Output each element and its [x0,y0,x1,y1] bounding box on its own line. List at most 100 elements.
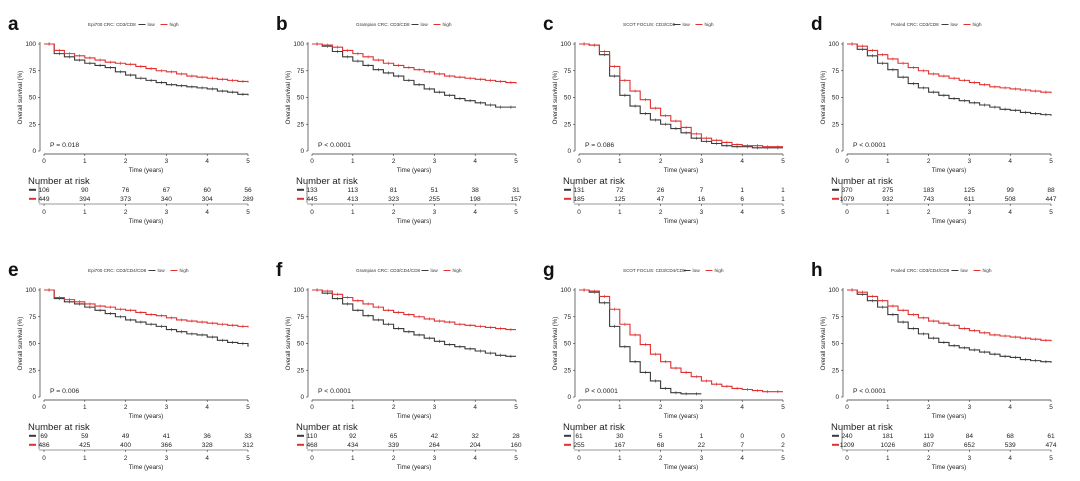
risk-high-value: 340 [161,196,172,203]
risk-high-value: 611 [964,196,975,203]
y-axis-label: Overall survival (%) [17,71,24,125]
risk-high-value: 264 [429,442,440,449]
risk-high-value: 486 [38,442,49,449]
risk-x-tick-label: 4 [205,455,209,462]
legend-low-label: low [421,22,429,28]
y-tick-label: 100 [828,287,839,294]
x-tick-label: 4 [740,404,744,411]
x-axis-label: Time (years) [397,413,432,420]
y-tick-label: 100 [293,287,304,294]
y-tick-label: 75 [832,314,840,321]
risk-x-tick-label: 0 [845,455,849,462]
risk-x-axis-label: Time (years) [397,218,432,225]
legend-high-label: high [170,22,179,28]
risk-x-tick-label: 1 [886,209,890,216]
risk-high-value: 468 [306,442,317,449]
y-tick-label: 100 [560,41,571,48]
y-axis-label: Overall survival (%) [552,71,559,125]
y-tick-label: 50 [29,95,37,102]
risk-low-value: 131 [573,187,584,194]
x-tick-label: 0 [577,158,581,165]
risk-x-tick-label: 1 [351,455,355,462]
x-axis-label: Time (years) [932,413,967,420]
y-tick-label: 100 [25,41,36,48]
risk-high-value: 474 [1045,442,1056,449]
risk-high-value: 22 [698,442,706,449]
risk-x-tick-label: 0 [310,209,314,216]
risk-x-tick-label: 4 [740,209,744,216]
risk-x-tick-label: 5 [781,209,785,216]
legend-high-label: high [983,268,992,274]
x-tick-label: 0 [310,158,314,165]
p-value: P < 0.0001 [585,388,618,395]
y-tick-label: 100 [25,287,36,294]
number-at-risk-title: Number at risk [831,422,893,433]
x-axis-label: Time (years) [932,167,967,174]
risk-x-tick-label: 3 [433,455,437,462]
x-tick-label: 5 [514,158,518,165]
y-tick-label: 25 [29,367,37,374]
p-value: P < 0.0001 [853,142,886,149]
y-tick-label: 25 [297,367,305,374]
x-tick-label: 4 [205,158,209,165]
risk-high-value: 198 [470,196,481,203]
risk-low-value: 5 [659,433,663,440]
risk-x-tick-label: 0 [845,209,849,216]
km-curve-low [44,289,249,347]
chart-title: SCOT FOCUS: CD3/CD4/CD8 [623,268,686,273]
x-tick-label: 2 [392,158,396,165]
x-tick-label: 1 [83,158,87,165]
x-tick-label: 3 [700,404,704,411]
risk-low-value: 31 [512,187,520,194]
panel-letter: c [543,14,554,35]
y-tick-label: 0 [300,394,304,401]
risk-x-tick-label: 5 [246,209,250,216]
risk-low-value: 240 [841,433,852,440]
risk-x-tick-label: 2 [659,209,663,216]
risk-x-tick-label: 2 [392,209,396,216]
x-tick-label: 2 [659,158,663,165]
km-curve-low [847,43,1052,116]
risk-high-value: 1026 [880,442,895,449]
km-curve-low [579,43,783,149]
risk-high-value: 539 [1005,442,1016,449]
risk-x-tick-label: 0 [42,455,46,462]
x-tick-label: 5 [246,404,250,411]
risk-low-value: 1 [740,187,744,194]
panel-h: h Pooled CRC: CD3/CD4/CD8 low high025507510… [811,260,1057,471]
x-tick-label: 2 [392,404,396,411]
number-at-risk-title: Number at risk [563,176,625,187]
chart-title: Pooled CRC: CD3/CD4/CD8 [891,268,950,273]
legend-low-label: low [431,268,439,274]
risk-high-value: 255 [429,196,440,203]
risk-x-tick-label: 4 [473,455,477,462]
risk-high-value: 68 [657,442,665,449]
risk-x-tick-label: 4 [1008,209,1012,216]
risk-high-value: 160 [510,442,521,449]
y-axis-label: Overall survival (%) [17,317,24,371]
risk-high-value: 204 [470,442,481,449]
risk-low-value: 92 [349,433,357,440]
risk-x-axis-label: Time (years) [932,464,967,471]
risk-low-value: 106 [38,187,49,194]
risk-low-value: 1 [700,433,704,440]
x-tick-label: 1 [351,158,355,165]
risk-x-tick-label: 1 [351,209,355,216]
legend-low-label: low [683,22,691,28]
risk-x-tick-label: 2 [927,455,931,462]
number-at-risk-title: Number at risk [563,422,625,433]
chart-title: Grampian CRC: CD3/CD8 [356,22,410,27]
risk-high-value: 373 [120,196,131,203]
risk-high-value: 508 [1005,196,1016,203]
risk-x-tick-label: 0 [42,209,46,216]
risk-high-value: 413 [347,196,358,203]
y-tick-label: 25 [29,121,37,128]
risk-x-axis-label: Time (years) [129,464,164,471]
x-tick-label: 3 [165,404,169,411]
risk-high-value: 304 [202,196,213,203]
risk-x-tick-label: 0 [310,455,314,462]
